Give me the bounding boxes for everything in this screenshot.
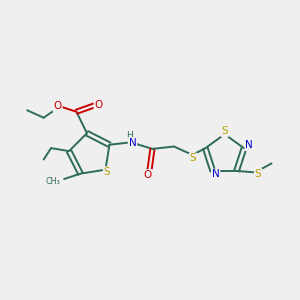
Text: S: S xyxy=(104,167,110,177)
Text: O: O xyxy=(53,101,62,111)
Text: S: S xyxy=(255,169,261,179)
Text: H: H xyxy=(126,131,133,140)
Text: CH₃: CH₃ xyxy=(46,177,61,186)
Text: O: O xyxy=(94,100,103,110)
Text: N: N xyxy=(129,138,136,148)
Text: N: N xyxy=(212,169,220,179)
Text: S: S xyxy=(221,126,228,136)
Text: S: S xyxy=(190,154,196,164)
Text: O: O xyxy=(144,170,152,180)
Text: N: N xyxy=(245,140,253,150)
